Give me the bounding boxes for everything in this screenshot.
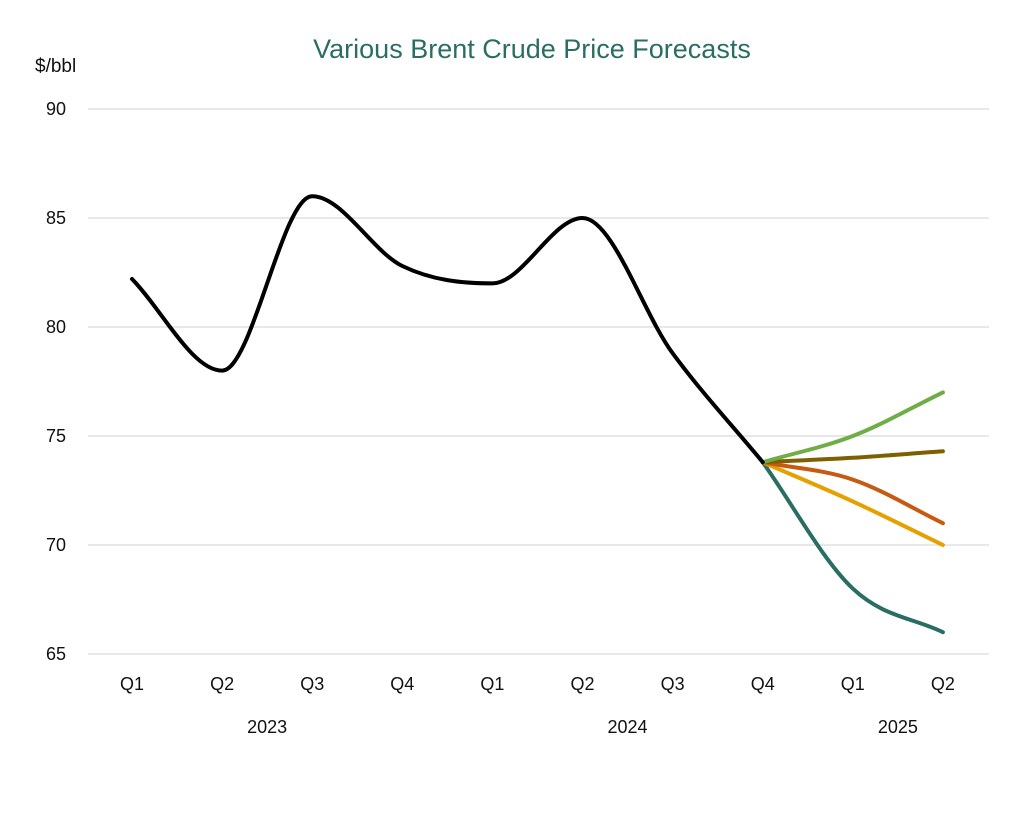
series-line — [760, 460, 945, 526]
y-tick-label: 70 — [46, 535, 66, 555]
x-tick-label: Q4 — [751, 674, 775, 694]
x-tick-label: Q4 — [390, 674, 414, 694]
x-year-label: 2024 — [608, 717, 648, 737]
x-tick-label: Q3 — [661, 674, 685, 694]
series-line — [130, 194, 765, 465]
series-line — [760, 449, 945, 465]
x-tick-label: Q2 — [570, 674, 594, 694]
series-line — [760, 390, 945, 465]
y-tick-label: 80 — [46, 317, 66, 337]
x-year-label: 2025 — [878, 717, 918, 737]
y-tick-label: 85 — [46, 208, 66, 228]
x-tick-label: Q2 — [931, 674, 955, 694]
y-axis-tick-labels: 65 70 75 80 85 90 — [46, 99, 66, 664]
gridlines — [88, 108, 989, 655]
series-lines — [130, 194, 945, 635]
series-line — [760, 460, 945, 635]
x-year-label: 2023 — [247, 717, 287, 737]
x-tick-label: Q1 — [120, 674, 144, 694]
y-tick-label: 90 — [46, 99, 66, 119]
series-line — [760, 460, 945, 547]
x-axis-tick-labels: Q1 Q2 Q3 Q4 Q1 Q2 Q3 Q4 Q1 Q2 — [120, 674, 955, 694]
y-tick-label: 75 — [46, 426, 66, 446]
y-tick-label: 65 — [46, 644, 66, 664]
y-axis-unit-label: $/bbl — [35, 56, 76, 77]
x-tick-label: Q3 — [300, 674, 324, 694]
chart-title: Various Brent Crude Price Forecasts — [313, 34, 751, 64]
x-tick-label: Q2 — [210, 674, 234, 694]
x-axis-year-labels: 2023 2024 2025 — [247, 717, 918, 737]
x-tick-label: Q1 — [480, 674, 504, 694]
x-tick-label: Q1 — [841, 674, 865, 694]
